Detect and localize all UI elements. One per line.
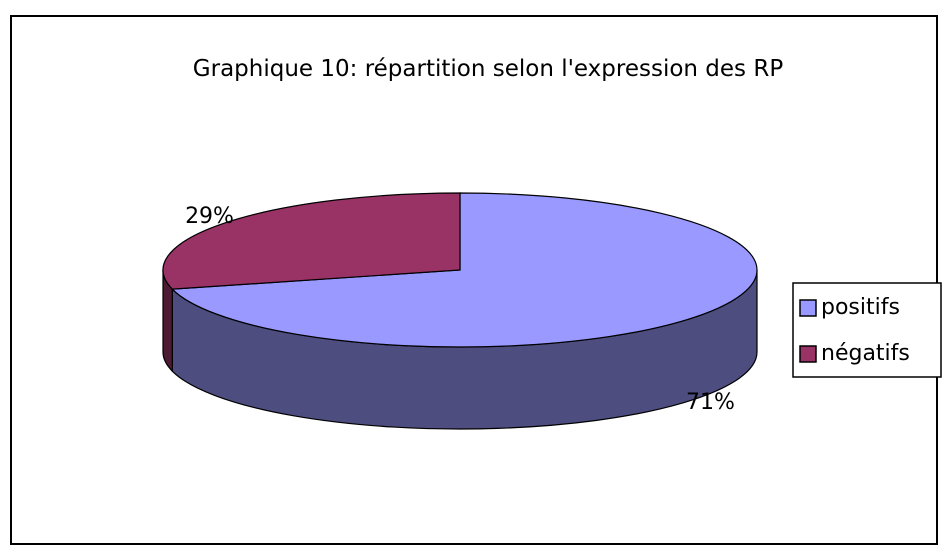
data-label: 71% <box>686 390 735 415</box>
legend-swatch <box>799 299 817 317</box>
legend-box <box>792 282 942 378</box>
legend-label: négatifs <box>821 341 910 366</box>
chart-title: Graphique 10: répartition selon l'expres… <box>192 56 784 82</box>
legend-label: positifs <box>821 295 900 320</box>
pie-slice <box>170 192 758 348</box>
chart: 71% 29% positifs négatifs <box>162 192 942 430</box>
legend-swatch <box>799 345 817 363</box>
pie-slice <box>162 192 461 290</box>
page: Graphique 10: répartition selon l'expres… <box>10 15 942 545</box>
data-label: 29% <box>185 204 234 229</box>
